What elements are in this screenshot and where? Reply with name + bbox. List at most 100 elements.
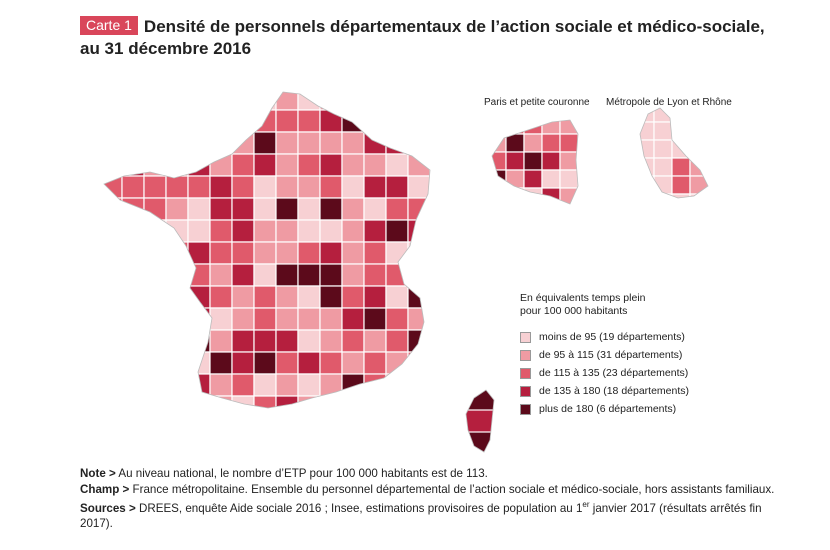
departement-area	[319, 307, 343, 331]
departement-area	[319, 351, 343, 375]
departement-area	[231, 285, 255, 309]
departement-area	[143, 285, 167, 309]
departement-area	[275, 92, 299, 111]
departement-area	[231, 153, 255, 177]
departement-area	[104, 219, 123, 243]
departement-area	[187, 351, 211, 375]
departement-area	[341, 109, 365, 133]
departement-area	[341, 263, 365, 287]
departement-area	[524, 206, 542, 224]
departement-area	[187, 219, 211, 243]
departement-area	[341, 285, 365, 309]
departement-area	[231, 373, 255, 397]
departement-area	[143, 109, 167, 133]
departement-area	[577, 169, 578, 189]
departement-area	[104, 175, 123, 199]
departement-area	[165, 219, 189, 243]
departement-area	[231, 329, 255, 353]
legend-swatch	[520, 385, 531, 397]
departement-area	[363, 92, 387, 111]
departement-area	[319, 263, 343, 287]
departement-area	[165, 373, 189, 397]
departement-area	[231, 219, 255, 243]
departement-area	[385, 263, 409, 287]
departement-area	[385, 219, 409, 243]
departement-area	[385, 285, 409, 309]
departement-area	[429, 92, 430, 111]
departement-area	[407, 351, 430, 375]
departement-area	[165, 263, 189, 287]
note-label: Note >	[80, 467, 116, 480]
departement-area	[640, 121, 655, 141]
departement-area	[559, 151, 578, 171]
departement-area	[492, 187, 507, 204]
departement-area	[187, 92, 211, 111]
departement-area	[297, 109, 321, 133]
departement-area	[319, 92, 343, 111]
page-title: Densité de personnels départementaux de …	[143, 17, 765, 36]
region-outline	[491, 119, 579, 205]
departement-area	[297, 219, 321, 243]
map-badge: Carte 1	[80, 16, 138, 35]
departement-area	[385, 329, 409, 353]
departement-area	[209, 241, 233, 265]
departement-area	[187, 329, 211, 353]
departement-area	[492, 120, 507, 135]
departement-area	[143, 219, 167, 243]
legend-label: de 115 à 135 (23 départements)	[539, 367, 689, 379]
departement-area	[505, 187, 525, 204]
departement-area	[297, 241, 321, 265]
departement-area	[363, 219, 387, 243]
departement-area	[121, 285, 145, 309]
departement-area	[143, 175, 167, 199]
departement-area	[121, 197, 145, 221]
departement-area	[104, 395, 123, 408]
departement-area	[209, 92, 233, 111]
departement-area	[407, 373, 430, 397]
departement-area	[407, 131, 430, 155]
champ-text: France métropolitaine. Ensemble du perso…	[129, 482, 775, 496]
departement-area	[165, 92, 189, 111]
departement-area	[231, 197, 255, 221]
departement-area	[341, 395, 365, 408]
departement-area	[297, 285, 321, 309]
departement-area	[297, 175, 321, 199]
departement-area	[253, 263, 277, 287]
departement-area	[319, 197, 343, 221]
departement-area	[143, 197, 167, 221]
departement-area	[209, 329, 233, 353]
departement-area	[577, 133, 578, 153]
departement-area	[559, 120, 578, 135]
departement-area	[121, 175, 145, 199]
departement-area	[297, 197, 321, 221]
legend-title-line2: pour 100 000 habitants	[520, 305, 628, 317]
departement-area	[209, 219, 233, 243]
departement-area	[121, 92, 145, 111]
inset-label-lyon: Métropole de Lyon et Rhône	[606, 97, 732, 108]
departement-area	[253, 153, 277, 177]
departement-area	[297, 351, 321, 375]
departement-area	[253, 373, 277, 397]
departement-area	[104, 285, 123, 309]
departement-area	[559, 133, 578, 153]
departement-area	[275, 373, 299, 397]
departement-area	[407, 395, 430, 408]
departement-area	[143, 263, 167, 287]
region-outline	[103, 91, 431, 409]
departement-area	[523, 151, 543, 171]
departement-area	[363, 329, 387, 353]
departement-area	[104, 109, 123, 133]
departement-area	[341, 175, 365, 199]
departement-area	[231, 395, 255, 408]
departement-area	[385, 395, 409, 408]
legend-swatch	[520, 349, 531, 361]
departement-area	[253, 131, 277, 155]
departement-area	[385, 351, 409, 375]
departement-area	[297, 131, 321, 155]
region-outline	[465, 389, 495, 453]
departement-area	[341, 219, 365, 243]
departement-area	[231, 351, 255, 375]
departement-area	[385, 307, 409, 331]
legend-swatch	[520, 367, 531, 379]
